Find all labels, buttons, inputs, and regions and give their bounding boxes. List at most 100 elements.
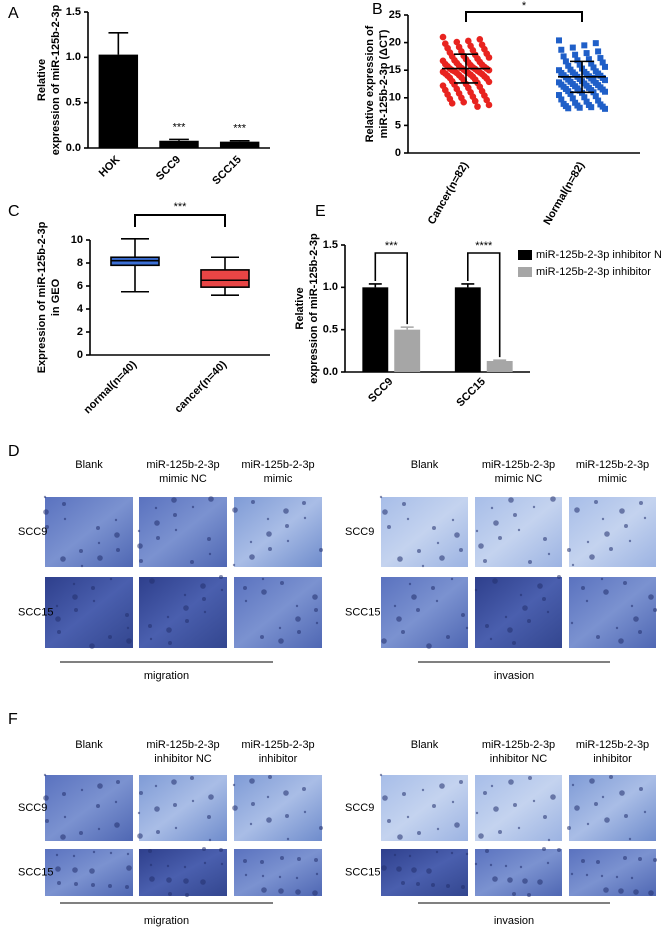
cell-speck <box>108 884 112 888</box>
significance-bracket <box>465 11 583 22</box>
cell-speck <box>431 883 435 887</box>
cell-speck <box>171 497 177 503</box>
cell-speck <box>208 794 214 800</box>
cell-speck <box>297 630 301 634</box>
point <box>569 95 576 102</box>
point <box>576 61 583 68</box>
y-tick-label: 0.0 <box>323 366 338 378</box>
cell-speck <box>243 586 247 590</box>
cell-speck <box>166 627 172 633</box>
cell-speck <box>567 826 571 830</box>
cell-speck <box>171 779 177 785</box>
cell-speck <box>220 588 224 592</box>
micrograph <box>569 497 656 567</box>
row-label: SCC9 <box>345 526 374 538</box>
cell-speck <box>137 811 141 815</box>
cell-speck <box>148 624 152 628</box>
point <box>565 62 572 69</box>
cell-speck <box>43 495 47 499</box>
cell-speck <box>137 529 141 533</box>
cell-speck <box>567 548 571 552</box>
legend-label: miR-125b-2-3p inhibitor <box>536 266 651 278</box>
error-bar <box>169 138 189 141</box>
point <box>588 60 595 67</box>
cell-speck <box>278 626 282 630</box>
y-tick-label: 0 <box>395 147 401 159</box>
cell-speck <box>97 541 101 545</box>
cell-speck <box>149 863 153 867</box>
cell-speck <box>570 621 574 625</box>
cell-speck <box>125 885 129 889</box>
point <box>562 58 569 65</box>
point <box>588 104 595 111</box>
cell-speck <box>139 559 143 563</box>
panel-label: B <box>372 1 383 18</box>
column-header: mimic <box>598 473 627 485</box>
cell-speck <box>57 881 61 885</box>
cell-speck <box>546 610 550 614</box>
cell-speck <box>522 878 528 884</box>
point <box>448 100 456 107</box>
y-tick-label: 15 <box>389 64 401 76</box>
significance-label: * <box>522 0 527 12</box>
cell-speck <box>436 541 440 545</box>
cell-speck <box>266 795 270 799</box>
cell-speck <box>55 853 59 857</box>
cell-speck <box>43 773 47 777</box>
micrograph <box>45 497 133 567</box>
point <box>485 78 493 86</box>
cell-speck <box>609 775 613 779</box>
cell-speck <box>185 619 189 623</box>
cell-speck <box>589 778 595 784</box>
cell-speck <box>546 861 550 865</box>
cell-speck <box>232 507 238 513</box>
cell-speck <box>381 638 387 644</box>
cell-speck <box>512 892 516 896</box>
column-header: Blank <box>411 459 439 471</box>
cell-speck <box>203 610 207 614</box>
cell-speck <box>183 865 187 869</box>
cell-speck <box>168 641 172 645</box>
cell-speck <box>517 528 521 532</box>
legend-swatch <box>518 250 532 260</box>
sd-bar <box>454 53 478 84</box>
cell-speck <box>528 560 532 564</box>
y-axis-label: Relative <box>36 59 48 101</box>
cell-speck <box>406 517 410 521</box>
cell-speck <box>446 884 450 888</box>
row-label: SCC15 <box>18 866 53 878</box>
cell-speck <box>451 800 455 804</box>
cell-speck <box>513 803 517 807</box>
micrograph <box>234 849 322 896</box>
cell-speck <box>137 543 143 549</box>
caption: migration <box>144 915 189 927</box>
x-tick-label: SCC15 <box>210 154 244 188</box>
cell-speck <box>615 626 619 630</box>
cell-speck <box>454 532 460 538</box>
point <box>453 38 461 46</box>
cell-speck <box>639 787 643 791</box>
cell-speck <box>91 586 95 590</box>
x-tick-label: SCC9 <box>154 154 183 183</box>
cell-speck <box>475 811 479 815</box>
cell-speck <box>436 827 440 831</box>
cell-speck <box>286 539 290 543</box>
cell-speck <box>570 872 574 876</box>
cell-speck <box>507 877 513 883</box>
cell-speck <box>166 877 172 883</box>
cell-speck <box>543 815 547 819</box>
cell-speck <box>278 875 282 879</box>
point <box>465 37 472 45</box>
cell-speck <box>574 507 580 513</box>
micrograph <box>139 577 227 648</box>
cell-speck <box>232 563 236 567</box>
cell-speck <box>280 856 284 860</box>
significance-bracket <box>467 252 501 358</box>
cell-speck <box>478 833 484 839</box>
x-tick-label: cancer(n=40) <box>172 358 229 415</box>
point <box>572 51 579 58</box>
row-label: SCC9 <box>345 802 374 814</box>
cell-speck <box>125 613 129 617</box>
caption: invasion <box>494 670 534 682</box>
cell-speck <box>435 599 439 603</box>
